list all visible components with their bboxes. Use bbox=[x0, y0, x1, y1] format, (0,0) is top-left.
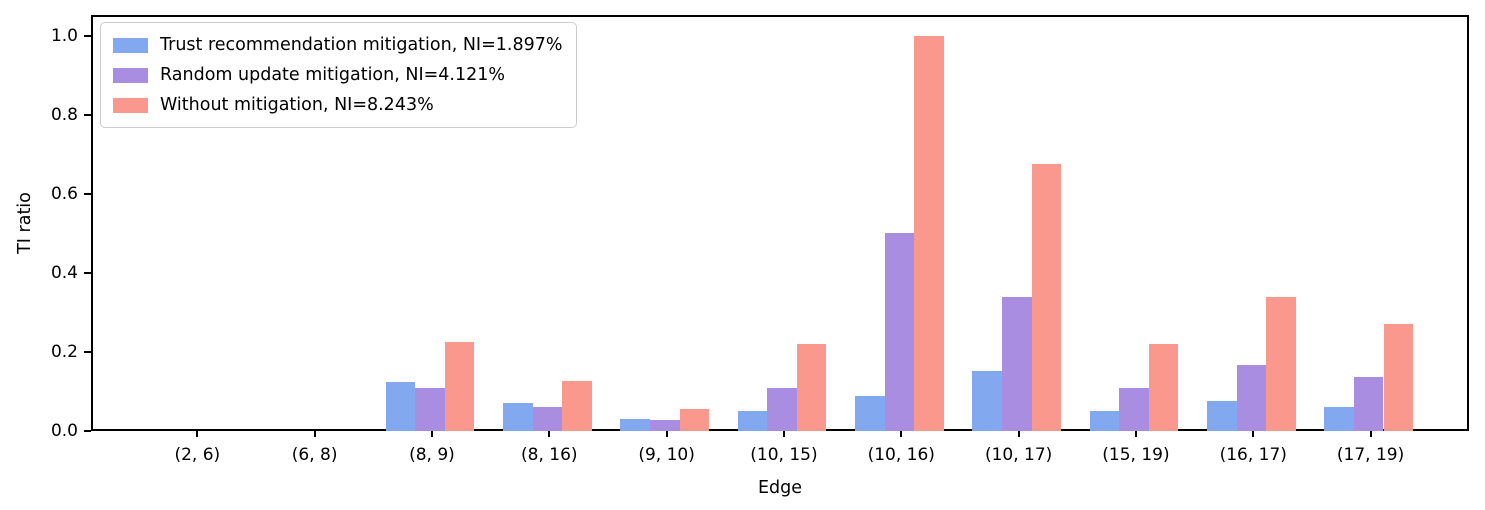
legend-swatch bbox=[113, 67, 148, 83]
legend-row: Trust recommendation mitigation, NI=1.89… bbox=[113, 30, 562, 60]
x-tick-mark bbox=[430, 431, 433, 437]
bar-(9, 10)-series-1 bbox=[649, 420, 680, 431]
bar-(10, 15)-series-2 bbox=[796, 344, 827, 431]
legend-row: Without mitigation, NI=8.243% bbox=[113, 90, 562, 120]
x-tick-mark bbox=[1369, 431, 1372, 437]
legend-label: Without mitigation, NI=8.243% bbox=[160, 95, 434, 115]
bar-(8, 9)-series-2 bbox=[444, 342, 475, 431]
y-tick-label: 0.0 bbox=[50, 421, 78, 441]
bar-(8, 16)-series-2 bbox=[562, 381, 592, 431]
bar-(8, 16)-series-0 bbox=[502, 403, 533, 431]
y-tick-label: 0.4 bbox=[50, 263, 78, 283]
x-tick-mark bbox=[900, 431, 903, 437]
bar-(9, 10)-series-0 bbox=[620, 419, 650, 431]
x-tick-mark bbox=[196, 431, 199, 437]
x-tick-mark bbox=[782, 431, 785, 437]
bar-(9, 10)-series-2 bbox=[679, 409, 710, 431]
x-tick-mark bbox=[313, 431, 316, 437]
bar-(15, 19)-series-0 bbox=[1089, 411, 1120, 431]
x-tick-mark bbox=[1134, 431, 1137, 437]
legend-row: Random update mitigation, NI=4.121% bbox=[113, 60, 562, 90]
bar-(8, 9)-series-1 bbox=[415, 388, 445, 431]
x-tick-label: (2, 6) bbox=[174, 445, 221, 465]
bar-(10, 16)-series-1 bbox=[884, 233, 915, 431]
x-tick-label: (10, 16) bbox=[867, 445, 935, 465]
x-tick-label: (6, 8) bbox=[291, 445, 338, 465]
y-tick-label: 0.2 bbox=[50, 342, 78, 362]
bar-(16, 17)-series-2 bbox=[1266, 297, 1296, 431]
legend: Trust recommendation mitigation, NI=1.89… bbox=[100, 22, 578, 128]
bar-(10, 15)-series-1 bbox=[767, 388, 797, 431]
x-tick-mark bbox=[1252, 431, 1255, 437]
bar-(17, 19)-series-2 bbox=[1383, 324, 1414, 431]
x-axis-label: Edge bbox=[757, 478, 803, 498]
x-tick-label: (8, 9) bbox=[409, 445, 455, 465]
legend-swatch bbox=[113, 37, 148, 53]
y-tick-mark bbox=[84, 193, 91, 195]
y-tick-mark bbox=[84, 114, 91, 116]
bar-(15, 19)-series-2 bbox=[1148, 344, 1179, 431]
legend-swatch bbox=[113, 97, 148, 113]
bar-(10, 17)-series-0 bbox=[972, 371, 1002, 431]
x-tick-label: (9, 10) bbox=[638, 445, 695, 465]
bar-(8, 16)-series-1 bbox=[532, 407, 563, 431]
x-tick-label: (8, 16) bbox=[521, 445, 578, 465]
x-tick-label: (15, 19) bbox=[1102, 445, 1170, 465]
bar-(8, 9)-series-0 bbox=[385, 382, 416, 431]
y-tick-mark bbox=[84, 35, 91, 37]
y-tick-label: 0.6 bbox=[50, 184, 78, 204]
y-tick-mark bbox=[84, 272, 91, 274]
legend-label: Trust recommendation mitigation, NI=1.89… bbox=[160, 35, 563, 55]
bar-(17, 19)-series-0 bbox=[1324, 407, 1354, 431]
y-tick-mark bbox=[84, 351, 91, 353]
x-tick-label: (16, 17) bbox=[1219, 445, 1287, 465]
x-tick-label: (10, 15) bbox=[750, 445, 818, 465]
legend-label: Random update mitigation, NI=4.121% bbox=[160, 65, 505, 85]
bar-(10, 15)-series-0 bbox=[737, 411, 768, 431]
y-tick-label: 0.8 bbox=[50, 105, 78, 125]
x-tick-label: (17, 19) bbox=[1336, 445, 1405, 465]
bar-(16, 17)-series-0 bbox=[1206, 401, 1237, 431]
bar-(10, 16)-series-2 bbox=[914, 36, 944, 431]
bar-(17, 19)-series-1 bbox=[1353, 377, 1384, 431]
bar-(10, 16)-series-0 bbox=[854, 396, 885, 431]
x-tick-mark bbox=[665, 431, 668, 437]
bar-(16, 17)-series-1 bbox=[1236, 365, 1267, 431]
x-tick-label: (10, 17) bbox=[984, 445, 1053, 465]
x-tick-mark bbox=[548, 431, 551, 437]
bars-layer bbox=[91, 15, 1469, 431]
bar-(15, 19)-series-1 bbox=[1119, 388, 1149, 431]
y-tick-mark bbox=[84, 430, 91, 432]
y-tick-label: 1.0 bbox=[50, 26, 78, 46]
bar-(10, 17)-series-1 bbox=[1001, 297, 1032, 431]
x-tick-mark bbox=[1017, 431, 1020, 437]
bar-(10, 17)-series-2 bbox=[1031, 164, 1062, 431]
plot-area bbox=[91, 15, 1469, 431]
